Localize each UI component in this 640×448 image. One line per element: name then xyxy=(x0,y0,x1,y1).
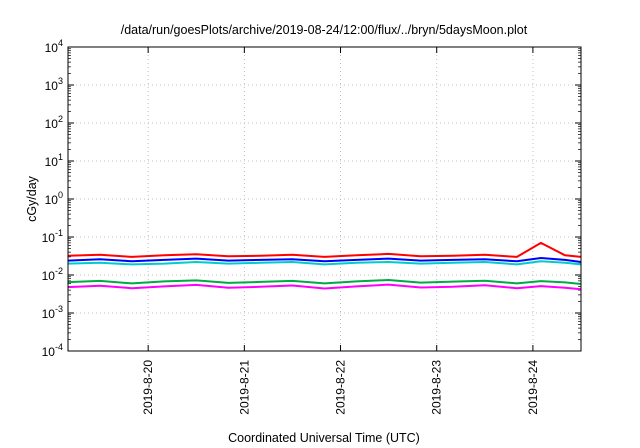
chart-title: /data/run/goesPlots/archive/2019-08-24/1… xyxy=(121,23,528,37)
series-layer xyxy=(67,241,582,291)
y-tick-label: 10-4 xyxy=(42,342,63,359)
series-line-5 xyxy=(67,283,582,291)
grid-lines xyxy=(68,46,581,352)
x-axis-label: Coordinated Universal Time (UTC) xyxy=(228,431,420,445)
y-tick-label: 100 xyxy=(45,190,63,207)
y-tick-label: 10-1 xyxy=(42,228,63,245)
x-tick-label: 2019-8-22 xyxy=(334,360,348,415)
y-tick-labels: 104 103 102 101 100 10-1 10-2 10-3 10-4 xyxy=(42,38,63,359)
series-line-4 xyxy=(67,279,582,285)
plot-frame xyxy=(67,46,582,352)
x-tick-label: 2019-8-23 xyxy=(430,360,444,415)
x-tick-label: 2019-8-20 xyxy=(141,360,155,415)
y-tick-label: 104 xyxy=(45,38,63,55)
x-tick-label: 2019-8-21 xyxy=(237,360,251,415)
y-tick-label: 10-2 xyxy=(42,266,63,283)
x-tick-marks xyxy=(147,47,534,351)
series-line-1 xyxy=(67,241,582,258)
y-tick-label: 101 xyxy=(45,152,63,169)
x-tick-label: 2019-8-24 xyxy=(526,360,540,415)
series-line-2 xyxy=(67,257,582,263)
y-tick-label: 103 xyxy=(45,76,63,93)
y-axis-label: cGy/day xyxy=(25,175,39,222)
y-tick-label: 102 xyxy=(45,114,63,131)
x-tick-labels: 2019-8-20 2019-8-21 2019-8-22 2019-8-23 2019… xyxy=(141,360,540,415)
y-tick-label: 10-3 xyxy=(42,304,63,321)
series-line-3 xyxy=(67,260,582,266)
